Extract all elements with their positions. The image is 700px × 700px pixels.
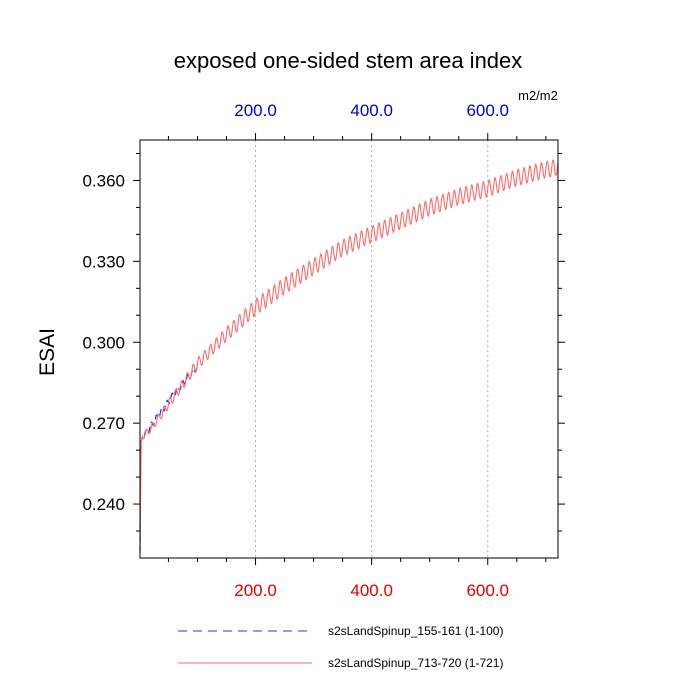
series-layer — [139, 159, 559, 553]
x-tick-label-bottom: 200.0 — [234, 581, 277, 600]
plot-frame — [139, 139, 559, 559]
tick-labels: 0.240 0.270 0.300 0.330 0.360 200.0 400.0 600.0… — [82, 101, 509, 600]
x-tick-label-bottom: 600.0 — [466, 581, 509, 600]
x-tick-label-top: 400.0 — [350, 101, 393, 120]
y-tick-label: 0.360 — [82, 171, 125, 190]
series-line — [139, 159, 559, 553]
y-tick-label: 0.270 — [82, 414, 125, 433]
legend-label: s2sLandSpinup_713-720 (1-721) — [328, 656, 503, 670]
y-tick-label: 0.330 — [82, 252, 125, 271]
chart-title: exposed one-sided stem area index — [174, 48, 523, 73]
axis-ticks — [133, 133, 565, 565]
x-tick-label-top: 600.0 — [466, 101, 509, 120]
legend-label: s2sLandSpinup_155-161 (1-100) — [328, 624, 503, 638]
y-axis-label: ESAI — [36, 328, 59, 376]
x-tick-label-top: 200.0 — [234, 101, 277, 120]
series-line — [139, 364, 199, 553]
y-tick-label: 0.240 — [82, 495, 125, 514]
x-tick-label-bottom: 400.0 — [350, 581, 393, 600]
top-axis-units: m2/m2 — [518, 88, 558, 103]
legend: s2sLandSpinup_155-161 (1-100) s2sLandSpin… — [178, 624, 503, 670]
y-tick-label: 0.300 — [82, 333, 125, 352]
